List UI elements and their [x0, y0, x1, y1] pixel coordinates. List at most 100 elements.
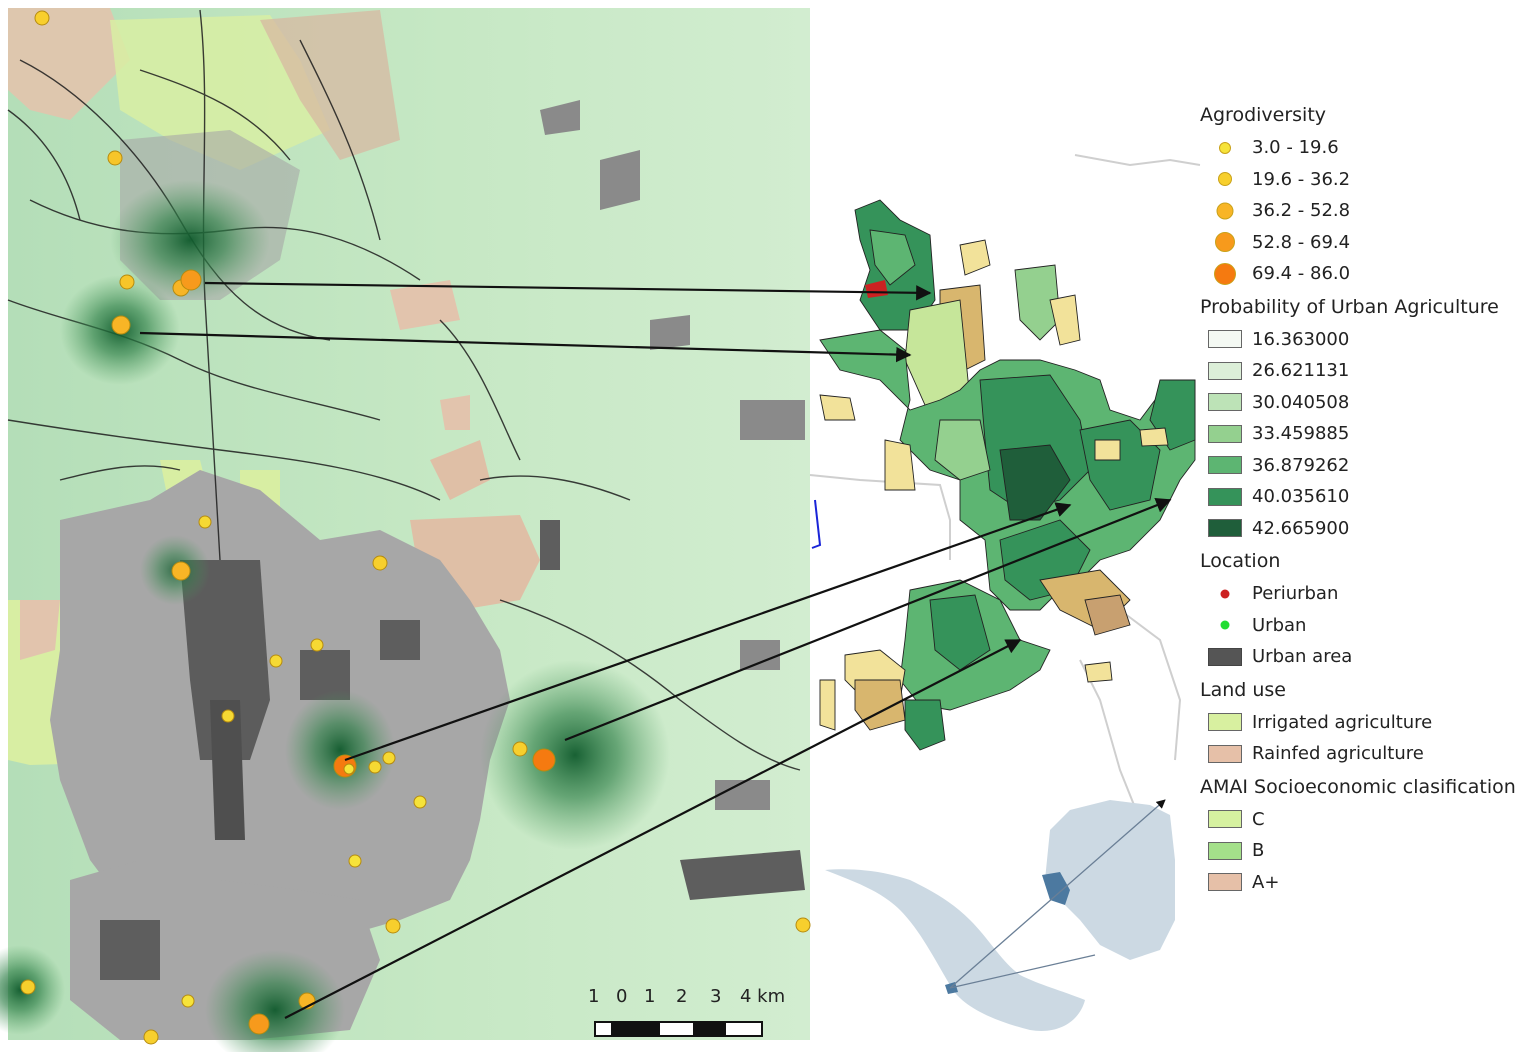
agrodiversity-point	[221, 709, 235, 723]
agrodiversity-point	[512, 741, 528, 757]
agrodiversity-point	[143, 1029, 159, 1045]
legend-item-amai-label: A+	[1252, 871, 1280, 893]
inset-mexico-map	[825, 799, 1175, 1031]
map-legend: Agrodiversity 3.0 - 19.6 19.6 - 36.2 36.2 …	[1200, 98, 1535, 898]
legend-item-agrodiversity-symbol	[1206, 168, 1244, 190]
legend-item-probability-label: 40.035610	[1252, 486, 1350, 508]
legend-item-agrodiversity-label: 19.6 - 36.2	[1252, 168, 1351, 190]
agrodiversity-point	[382, 751, 396, 765]
legend-item-probability-symbol	[1206, 423, 1244, 445]
legend-title-location: Location	[1200, 550, 1281, 572]
legend-item-land-use: Irrigated agriculture	[1200, 707, 1535, 739]
legend-item-probability-symbol	[1206, 517, 1244, 539]
agrodiversity-point	[368, 760, 382, 774]
legend-item-probability-label: 30.040508	[1252, 391, 1350, 413]
legend-item-agrodiversity-symbol	[1206, 231, 1244, 253]
agrodiversity-point	[107, 150, 123, 166]
legend-item-amai-label: C	[1252, 808, 1265, 830]
legend-item-agrodiversity-label: 52.8 - 69.4	[1252, 231, 1351, 253]
legend-item-agrodiversity-symbol	[1206, 200, 1244, 222]
agrodiversity-point	[532, 748, 556, 772]
legend-item-probability-symbol	[1206, 454, 1244, 476]
connector-arrow	[139, 331, 912, 363]
legend-item-land-use-symbol	[1206, 743, 1244, 765]
legend-item-probability-symbol	[1206, 486, 1244, 508]
legend-item-amai: A+	[1200, 867, 1535, 899]
legend-item-amai-symbol	[1206, 808, 1244, 830]
scale-label: 2	[676, 986, 688, 1007]
legend-item-probability-symbol	[1206, 391, 1244, 413]
legend-item-location-label: Urban area	[1252, 646, 1353, 668]
legend-item-agrodiversity-label: 36.2 - 52.8	[1252, 200, 1351, 222]
legend-item-location-label: Urban	[1252, 614, 1307, 636]
legend-item-location-symbol	[1206, 583, 1244, 605]
agrodiversity-point	[269, 654, 283, 668]
agrodiversity-point	[348, 854, 362, 868]
legend-item-agrodiversity: 69.4 - 86.0	[1200, 258, 1535, 290]
legend-item-amai-symbol	[1206, 840, 1244, 862]
agrodiversity-point	[795, 917, 811, 933]
scale-label: 3	[710, 986, 722, 1007]
legend-item-probability: 33.459885	[1200, 418, 1535, 450]
legend-item-amai: B	[1200, 835, 1535, 867]
legend-item-agrodiversity: 19.6 - 36.2	[1200, 164, 1535, 196]
legend-item-probability-label: 42.665900	[1252, 517, 1350, 539]
scale-label: 1	[588, 986, 600, 1007]
connector-arrow	[284, 639, 1022, 1019]
legend-item-probability-symbol	[1206, 360, 1244, 382]
connector-arrows	[139, 281, 1172, 1019]
agrodiversity-point	[198, 515, 212, 529]
legend-item-location: Urban area	[1200, 641, 1535, 673]
agrodiversity-point	[111, 315, 131, 335]
agrodiversity-point	[413, 795, 427, 809]
legend-item-land-use-label: Rainfed agriculture	[1252, 743, 1424, 765]
legend-item-location: Urban	[1200, 610, 1535, 642]
legend-item-agrodiversity-label: 69.4 - 86.0	[1252, 263, 1351, 285]
city-choropleth-map	[809, 154, 1201, 821]
agrodiversity-point	[343, 763, 355, 775]
scale-bar	[594, 1021, 763, 1037]
legend-item-land-use: Rainfed agriculture	[1200, 738, 1535, 770]
connector-arrow	[564, 497, 1172, 742]
legend-title-agrodiversity: Agrodiversity	[1200, 104, 1327, 126]
agrodiversity-point	[248, 1013, 270, 1035]
left-map-panel	[0, 8, 811, 1052]
agrodiversity-point	[20, 979, 36, 995]
legend-item-probability: 36.879262	[1200, 450, 1535, 482]
agrodiversity-point	[34, 10, 50, 26]
legend-item-agrodiversity-symbol	[1206, 137, 1244, 159]
agrodiversity-point	[181, 994, 195, 1008]
connector-arrow	[344, 502, 1072, 762]
scale-label: 1	[644, 986, 656, 1007]
legend-item-probability: 16.363000	[1200, 324, 1535, 356]
connector-arrow	[204, 281, 932, 301]
agrodiversity-point	[171, 561, 191, 581]
legend-item-probability-label: 16.363000	[1252, 328, 1350, 350]
legend-item-probability: 40.035610	[1200, 481, 1535, 513]
legend-item-location-label: Periurban	[1252, 583, 1339, 605]
legend-item-probability: 26.621131	[1200, 355, 1535, 387]
legend-item-probability: 42.665900	[1200, 513, 1535, 545]
agrodiversity-point	[385, 918, 401, 934]
legend-title-probability: Probability of Urban Agriculture	[1200, 295, 1499, 318]
legend-item-probability: 30.040508	[1200, 387, 1535, 419]
agrodiversity-point	[372, 555, 388, 571]
legend-item-amai: C	[1200, 804, 1535, 836]
legend-item-agrodiversity-symbol	[1206, 262, 1244, 285]
agrodiversity-point	[180, 269, 202, 291]
legend-item-location-symbol	[1206, 614, 1244, 636]
legend-item-probability-label: 33.459885	[1252, 423, 1350, 445]
legend-item-agrodiversity-label: 3.0 - 19.6	[1252, 137, 1339, 159]
legend-item-amai-symbol	[1206, 871, 1244, 893]
agrodiversity-point	[310, 638, 324, 652]
legend-item-land-use-symbol	[1206, 711, 1244, 733]
legend-item-agrodiversity: 3.0 - 19.6	[1200, 132, 1535, 164]
agrodiversity-point	[119, 274, 135, 290]
agrodiversity-points	[20, 10, 811, 1045]
legend-item-probability-label: 36.879262	[1252, 454, 1350, 476]
legend-title-land-use: Land use	[1200, 678, 1287, 701]
legend-item-location-symbol	[1206, 646, 1244, 668]
legend-item-agrodiversity: 36.2 - 52.8	[1200, 195, 1535, 227]
